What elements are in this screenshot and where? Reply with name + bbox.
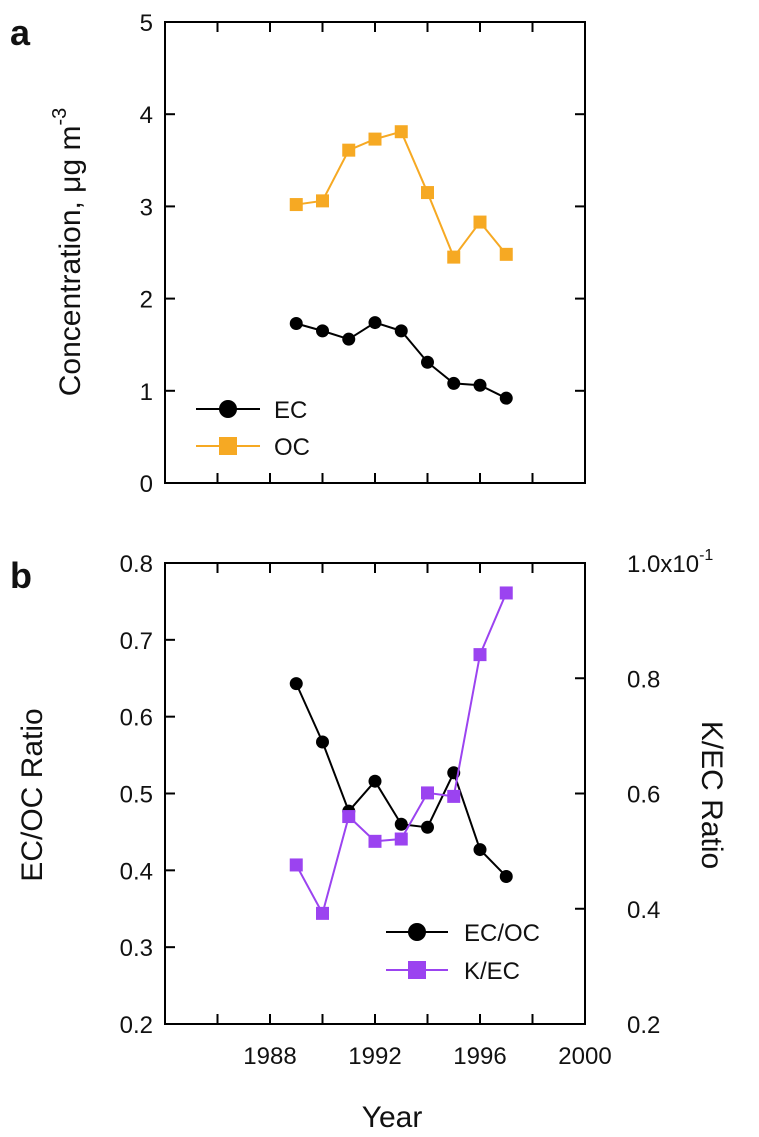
data-point-oc (447, 250, 461, 264)
data-point-k-ec (473, 648, 487, 662)
legend-ecoc-marker (408, 923, 426, 941)
legend-kec-marker (408, 961, 426, 979)
panel-a-y-axis-title: Concentration, μg m-3 (49, 108, 87, 397)
data-point-oc (342, 143, 356, 157)
data-point-ec-oc (289, 677, 303, 691)
data-point-ec (447, 376, 461, 390)
data-point-k-ec (447, 789, 461, 803)
data-point-ec (316, 324, 329, 338)
panel-a-ticks (165, 21, 586, 484)
data-point-k-ec (289, 858, 303, 872)
y-tick-label: 0.4 (120, 858, 153, 885)
panel-b-x-tick-labels: 1988 1992 1996 2000 (243, 1043, 611, 1070)
data-point-oc (289, 198, 303, 212)
x-tick-label: 2000 (558, 1043, 611, 1070)
data-point-ec (368, 316, 382, 330)
panel-a-series (289, 125, 513, 405)
data-point-k-ec (421, 786, 434, 800)
data-point-ec-oc (394, 817, 408, 831)
data-point-oc (421, 186, 434, 200)
data-point-k-ec (499, 586, 513, 600)
y-tick-label: 4 (140, 102, 153, 129)
panel-b-plot-frame (164, 562, 586, 1025)
panel-b-series (289, 586, 513, 920)
data-point-k-ec (316, 906, 329, 920)
panel-a: a 0 1 2 3 4 5 Concentration, μg m-3 EC OC (10, 10, 586, 498)
panel-b-left-y-tick-labels: 0.2 0.3 0.4 0.5 0.6 0.7 0.8 (120, 551, 153, 1039)
data-point-ec-oc (316, 735, 329, 749)
data-point-oc (394, 125, 408, 139)
legend-ec-marker (219, 400, 237, 418)
panel-b-ticks (165, 562, 586, 1025)
panel-a-legend: EC OC (196, 397, 310, 461)
y2-tick-label: 0.4 (627, 897, 660, 924)
y-tick-label: 0.7 (120, 628, 153, 655)
panel-b-label: b (10, 555, 32, 596)
data-point-oc (368, 132, 382, 146)
data-point-k-ec (394, 832, 408, 846)
panel-b: b 0.2 0.3 0.4 0.5 0.6 0.7 0.8 0.2 0.4 0.6 0.8 1.0x… (10, 547, 728, 1134)
y-tick-label: 0 (140, 471, 153, 498)
data-point-ec (499, 391, 513, 405)
data-point-ec-oc (499, 869, 513, 883)
panel-b-left-y-axis-title: EC/OC Ratio (16, 708, 49, 881)
y-tick-label: 0.5 (120, 782, 153, 809)
panel-b-right-y-tick-labels: 0.2 0.4 0.6 0.8 1.0x10-1 (627, 547, 713, 1039)
y2-tick-label: 0.8 (627, 666, 660, 693)
data-point-oc (316, 194, 329, 208)
data-point-ec (473, 378, 487, 392)
panel-b-legend: EC/OC K/EC (386, 920, 540, 985)
panel-b-x-axis-title: Year (362, 1101, 423, 1134)
x-tick-label: 1996 (453, 1043, 506, 1070)
data-point-ec (342, 332, 356, 346)
y-tick-label: 3 (140, 194, 153, 221)
data-point-ec-oc (473, 843, 487, 857)
y-tick-label: 0.6 (120, 705, 153, 732)
legend-ecoc-label: EC/OC (464, 920, 540, 947)
legend-kec-label: K/EC (464, 958, 520, 985)
data-point-ec (289, 316, 303, 330)
y-tick-label: 1 (140, 379, 153, 406)
x-tick-label: 1992 (348, 1043, 401, 1070)
panel-a-y-tick-labels: 0 1 2 3 4 5 (140, 10, 153, 498)
y-tick-label: 0.8 (120, 551, 153, 578)
y-tick-label: 0.2 (120, 1012, 153, 1039)
data-point-ec (421, 355, 434, 369)
data-point-oc (473, 215, 487, 229)
data-point-k-ec (342, 810, 356, 824)
legend-oc-marker (219, 437, 237, 455)
data-point-k-ec (368, 834, 382, 848)
data-point-ec-oc (368, 774, 382, 788)
data-point-oc (499, 247, 513, 261)
y-tick-label: 0.3 (120, 935, 153, 962)
y2-tick-label: 0.6 (627, 782, 660, 809)
y-tick-label: 5 (140, 10, 153, 37)
legend-oc-label: OC (274, 434, 310, 461)
y2-tick-label: 1.0x10-1 (627, 547, 713, 578)
panel-b-right-y-axis-title: K/EC Ratio (695, 721, 728, 869)
panel-a-label: a (10, 12, 31, 53)
data-point-ec-oc (421, 820, 434, 834)
x-tick-label: 1988 (243, 1043, 296, 1070)
legend-ec-label: EC (274, 397, 307, 424)
data-point-ec (394, 324, 408, 338)
y-tick-label: 2 (140, 287, 153, 314)
y2-tick-label: 0.2 (627, 1012, 660, 1039)
